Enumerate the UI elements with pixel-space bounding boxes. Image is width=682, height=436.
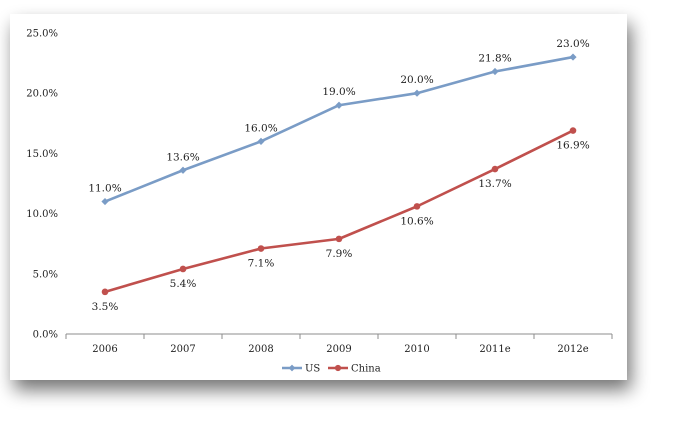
data-point-us [179,166,187,174]
data-point-china [413,203,421,210]
chart-frame [10,14,627,380]
data-point-china [491,165,499,173]
data-label-us: 11.0% [88,183,121,195]
data-point-us [569,53,577,61]
x-axis: 2006 2007 2008 2009 2010 2011e 2012e [65,333,613,355]
x-tick-label: 2009 [326,344,351,355]
legend-marker-china [334,364,342,372]
y-tick-label: 20.0% [26,89,58,100]
x-tick-label: 2012e [557,344,588,355]
y-tick-label: 0.0% [33,330,58,341]
data-label-china: 7.9% [326,248,353,260]
data-point-china [101,288,109,296]
data-point-us [335,101,343,109]
legend-marker-us [288,364,296,372]
y-tick-label: 25.0% [26,29,58,40]
data-label-china: 5.4% [170,278,197,290]
legend-label-china: China [351,364,381,375]
data-label-us: 20.0% [400,74,433,86]
data-point-china [335,235,343,243]
data-point-china [257,245,265,252]
y-axis: 0.0% 5.0% 10.0% 15.0% 20.0% 25.0% [26,29,58,341]
data-label-china: 16.9% [556,140,589,152]
data-label-us: 16.0% [244,122,277,134]
data-point-us [491,67,499,76]
data-point-us [413,89,421,97]
x-tick-label: 2010 [404,344,429,355]
data-point-china [179,265,187,273]
data-label-china: 10.6% [400,215,433,227]
y-tick-label: 10.0% [26,209,58,220]
y-tick-label: 15.0% [26,149,58,160]
data-label-us: 23.0% [556,38,589,50]
x-tick-label: 2006 [92,344,117,355]
data-point-us [257,137,265,145]
data-label-china: 13.7% [478,178,511,190]
data-label-us: 13.6% [166,151,199,163]
data-point-china [569,127,577,134]
data-point-us [101,197,109,206]
x-tick-label: 2008 [248,344,273,355]
x-tick-label: 2007 [170,344,195,355]
legend: US China [282,364,381,375]
data-labels: 11.0% 13.6% 16.0% 19.0% 20.0% 21.8% 23.0% 3.5% 5… [88,38,589,313]
data-label-china: 7.1% [248,258,275,270]
plot-area [101,53,577,296]
x-tick-label: 2011e [479,344,510,355]
data-label-us: 19.0% [322,86,355,98]
data-label-china: 3.5% [92,301,119,313]
legend-label-us: US [305,364,320,375]
y-tick-label: 5.0% [33,269,58,280]
data-label-us: 21.8% [478,53,511,65]
